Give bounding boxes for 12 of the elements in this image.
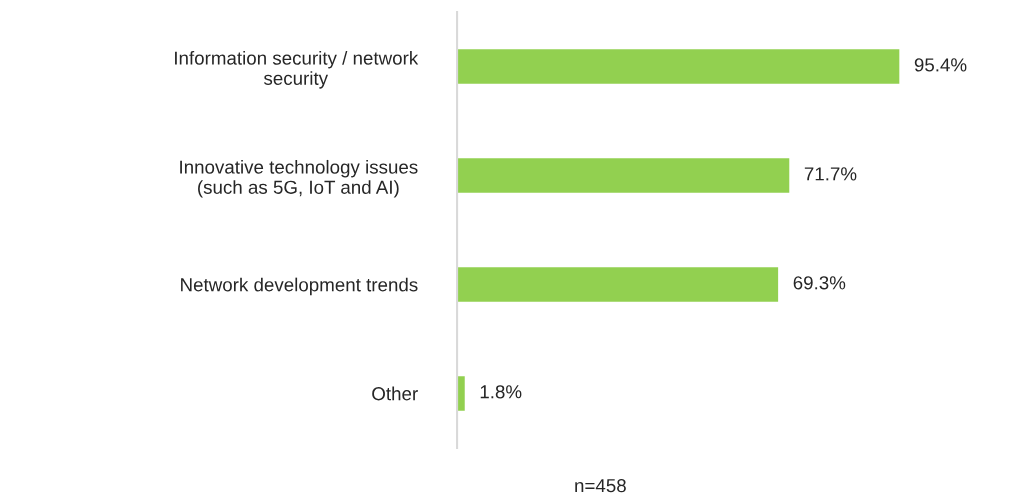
data-label: 95.4% (914, 58, 967, 72)
y-tick-label: Innovative technology issues (such as 5G, IoT and AI) (180, 159, 418, 198)
data-label: 69.3% (793, 276, 846, 290)
bar (457, 47, 901, 86)
y-tick-label: Network development trends (181, 277, 418, 296)
y-tick-label: Other (372, 386, 418, 401)
data-label: 1.8% (480, 385, 522, 399)
text: n=458 (575, 479, 626, 493)
data-label: 71.7% (804, 167, 857, 181)
bar (457, 265, 780, 304)
y-tick-label: Information security / network security (175, 50, 419, 89)
bar (457, 156, 791, 195)
